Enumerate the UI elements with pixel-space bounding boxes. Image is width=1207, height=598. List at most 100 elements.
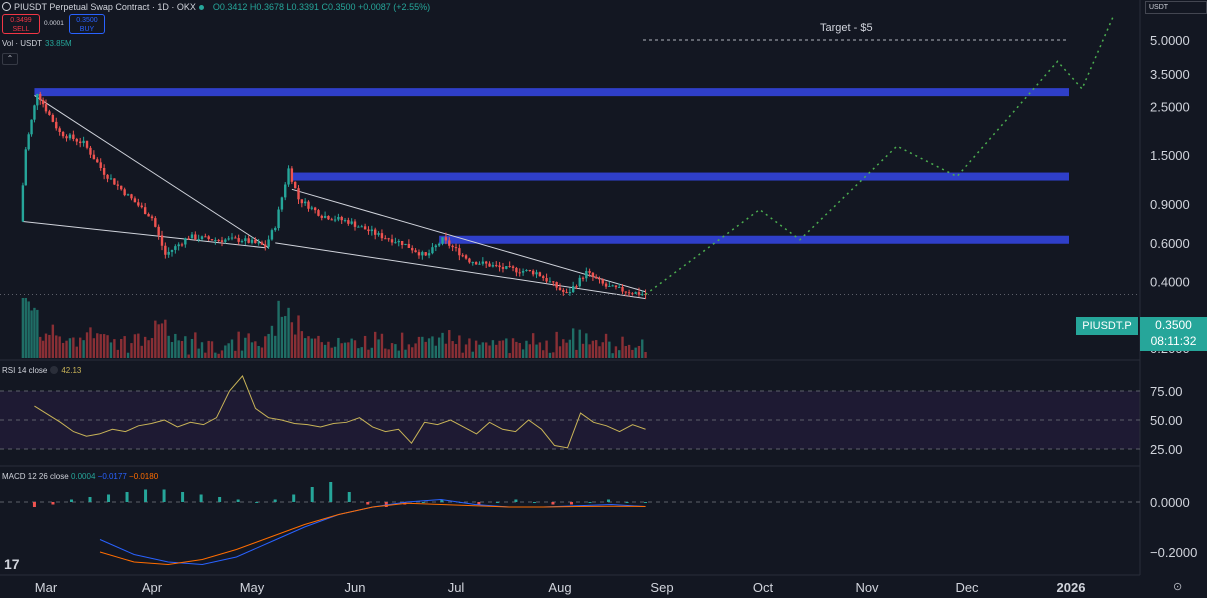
- volume-bar: [404, 349, 407, 358]
- macd-histogram-bar: [32, 502, 36, 507]
- gear-icon[interactable]: ⊙: [1173, 581, 1183, 593]
- volume-bar: [501, 340, 505, 358]
- price-tick-label: 0.9000: [1150, 197, 1190, 212]
- macd-histogram-bar: [514, 499, 518, 502]
- candle-body: [260, 242, 264, 245]
- candle-body: [387, 238, 390, 240]
- volume-bar: [277, 300, 280, 358]
- macd-histogram-bar: [218, 497, 222, 502]
- volume-bar: [224, 345, 227, 358]
- candle-body: [424, 252, 427, 256]
- candle-body: [621, 286, 624, 292]
- macd-histogram-bar: [69, 499, 73, 502]
- price-tick-label: 5.0000: [1150, 33, 1190, 48]
- macd-histogram-bar: [329, 482, 333, 502]
- volume-bar: [525, 340, 528, 358]
- volume-bar: [562, 339, 565, 358]
- candle-body: [451, 245, 454, 248]
- macd-histogram-bar: [236, 499, 240, 502]
- candle-body: [591, 272, 595, 277]
- candle-body: [157, 226, 160, 236]
- volume-bar: [641, 339, 644, 358]
- volume-bar: [154, 320, 157, 358]
- rsi-label: RSI 14 close: [2, 366, 48, 375]
- volume-bar: [72, 337, 75, 358]
- candle-body: [397, 241, 400, 243]
- candle-body: [167, 251, 170, 255]
- candle-body: [313, 207, 317, 211]
- candle-body: [434, 245, 437, 248]
- candle-body: [247, 238, 250, 243]
- candle-body: [39, 93, 42, 101]
- volume-bar: [65, 340, 68, 358]
- volume-bar: [140, 345, 143, 358]
- volume-bar: [374, 331, 377, 358]
- volume-bar: [106, 335, 109, 358]
- price-tick-label: 0.4000: [1150, 275, 1190, 290]
- sell-button[interactable]: 0.3499 SELL: [2, 14, 40, 34]
- candle-body: [370, 229, 374, 232]
- candle-body: [363, 226, 367, 230]
- candle-body: [588, 271, 591, 273]
- volume-bar: [604, 333, 608, 358]
- candle-body: [207, 236, 210, 240]
- candle-body: [458, 248, 461, 256]
- volume-bar: [611, 353, 614, 358]
- candle-body: [160, 235, 164, 246]
- currency-select[interactable]: USDT: [1145, 1, 1207, 14]
- candle-body: [85, 140, 89, 148]
- candle-body: [360, 226, 363, 228]
- candle-body: [143, 207, 147, 214]
- symbol-title[interactable]: PIUSDT Perpetual Swap Contract · 1D · OK…: [14, 2, 196, 12]
- sell-price: 0.3499: [10, 17, 32, 24]
- volume-bar: [575, 349, 578, 358]
- price-tick-label: 0.6000: [1150, 236, 1190, 251]
- candle-body: [333, 219, 337, 221]
- volume-bar: [310, 338, 314, 358]
- macd-legend[interactable]: MACD 12 26 close 0.0004 −0.0177 −0.0180: [2, 472, 158, 481]
- candle-body: [58, 128, 61, 132]
- volume-bar: [147, 340, 150, 358]
- volume-bar: [531, 333, 535, 358]
- volume-bar: [444, 343, 448, 358]
- candle-body: [109, 178, 113, 180]
- candle-body: [337, 216, 340, 220]
- candle-body: [448, 240, 451, 246]
- volume-bar: [484, 342, 488, 358]
- volume-bar: [542, 350, 545, 358]
- candle-body: [400, 241, 404, 246]
- volume-bar: [390, 343, 394, 358]
- candle-body: [542, 276, 545, 279]
- macd-histogram-bar: [607, 499, 611, 502]
- market-status-icon: [198, 5, 204, 10]
- candle-body: [454, 247, 458, 249]
- candle-body: [78, 141, 82, 144]
- volume-bar: [471, 351, 474, 358]
- candle-body: [297, 188, 300, 200]
- macd-histogram-bar: [551, 502, 555, 505]
- target-annotation: Target - $5: [820, 22, 873, 34]
- price-tick-label: 3.5000: [1150, 67, 1190, 82]
- tradingview-logo-icon[interactable]: 17: [4, 556, 20, 572]
- candle-body: [578, 277, 581, 287]
- bar-countdown: 08:11:32: [1150, 334, 1197, 348]
- volume-bar: [68, 338, 72, 358]
- volume-legend[interactable]: Vol · USDT 33.85M: [2, 39, 72, 48]
- candle-body: [407, 243, 411, 248]
- volume-bar: [190, 338, 194, 358]
- rsi-settings-icon[interactable]: [50, 366, 59, 374]
- volume-bar: [571, 328, 575, 358]
- candle-body: [505, 266, 508, 269]
- candle-body: [474, 262, 478, 265]
- volume-bar: [120, 338, 123, 358]
- macd-histogram-bar: [477, 502, 481, 505]
- collapse-legend-button[interactable]: ⌃: [2, 53, 18, 65]
- candle-body: [552, 281, 555, 283]
- volume-bar: [287, 307, 290, 358]
- volume-bar: [157, 324, 160, 358]
- buy-button[interactable]: 0.3500 BUY: [69, 14, 105, 34]
- volume-bar: [244, 337, 247, 358]
- volume-bar: [618, 350, 621, 358]
- rsi-legend[interactable]: RSI 14 close 42.13: [2, 366, 81, 375]
